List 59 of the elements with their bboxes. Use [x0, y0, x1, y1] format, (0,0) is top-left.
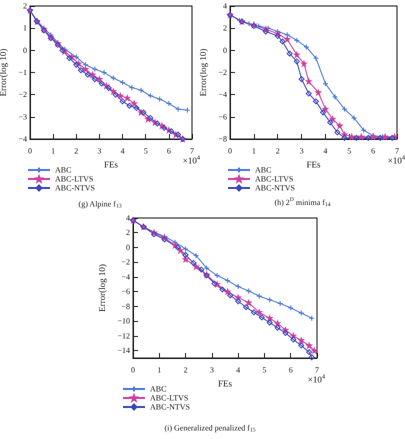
y-tick-label: −2 — [121, 258, 130, 267]
y-axis-title: Error(log 10) — [198, 48, 208, 96]
y-axis-title: Error(log 10) — [0, 48, 8, 96]
y-tick-label: −10 — [117, 316, 130, 326]
x-tick-label: 3 — [97, 146, 102, 156]
x-tick-label: 4 — [236, 366, 240, 374]
legend-label: ABC-NTVS — [150, 402, 190, 412]
x-tick-label: 7 — [315, 366, 319, 374]
y-tick-label: −2 — [18, 90, 27, 100]
y-tick-label: −2 — [218, 68, 227, 77]
y-tick-label: 4 — [126, 214, 130, 222]
x-tick-label: 3 — [300, 146, 304, 156]
x-tick-label: 7 — [395, 146, 399, 156]
x-axis-title: FEs — [218, 378, 232, 388]
x-tick-label: 6 — [288, 366, 293, 374]
y-tick-label: 0 — [223, 46, 227, 55]
x-tick-label: 1 — [252, 146, 256, 156]
y-tick-label: −8 — [121, 302, 130, 311]
y-tick-label: −12 — [117, 331, 130, 340]
y-tick-label: 2 — [223, 24, 227, 33]
legend-label: ABC-LTVS — [150, 394, 188, 402]
legend-label: ABC — [255, 166, 272, 174]
legend-label: ABC-LTVS — [255, 174, 294, 184]
x-tick-label: 6 — [166, 146, 171, 156]
x-tick-label: 7 — [190, 146, 194, 156]
x-tick-label: 4 — [323, 146, 328, 156]
legend-label: ABC — [150, 384, 166, 394]
y-tick-label: −6 — [218, 112, 227, 122]
x-tick-label: 2 — [276, 146, 280, 156]
x-tick-label: 3 — [210, 366, 214, 374]
x-tick-label: 5 — [347, 146, 352, 156]
legend-label: ABC-NTVS — [255, 184, 296, 192]
y-tick-label: −14 — [117, 346, 130, 356]
y-tick-label: 1 — [23, 24, 27, 33]
y-tick-label: −1 — [18, 68, 27, 77]
y-tick-label: −4 — [121, 272, 130, 282]
x-axis-title: FEs — [306, 159, 321, 170]
y-tick-label: 0 — [126, 242, 130, 252]
y-axis-title: Error(log 10) — [97, 264, 108, 312]
legend-label: ABC — [55, 166, 72, 174]
legend-label: ABC-NTVS — [55, 184, 96, 192]
y-tick-label: −8 — [218, 134, 227, 144]
y-tick-label: 0 — [23, 46, 27, 55]
x-tick-label: 2 — [74, 146, 78, 156]
legend-label: ABC-LTVS — [55, 174, 94, 184]
y-tick-label: −4 — [18, 134, 27, 144]
x-tick-label: 5 — [144, 146, 148, 156]
y-tick-label: 2 — [126, 228, 130, 238]
x-tick-label: 6 — [371, 146, 376, 156]
y-tick-label: −4 — [218, 90, 227, 100]
y-tick-label: −6 — [121, 287, 130, 296]
x-tick-label: 5 — [262, 366, 266, 374]
x-tick-label: 1 — [157, 366, 162, 374]
y-tick-label: 4 — [223, 2, 227, 10]
x-axis-title: FEs — [104, 159, 118, 170]
y-tick-label: 2 — [23, 2, 27, 10]
y-tick-label: −3 — [18, 112, 27, 122]
x-tick-label: 2 — [184, 366, 188, 374]
x-tick-label: 1 — [51, 146, 56, 156]
